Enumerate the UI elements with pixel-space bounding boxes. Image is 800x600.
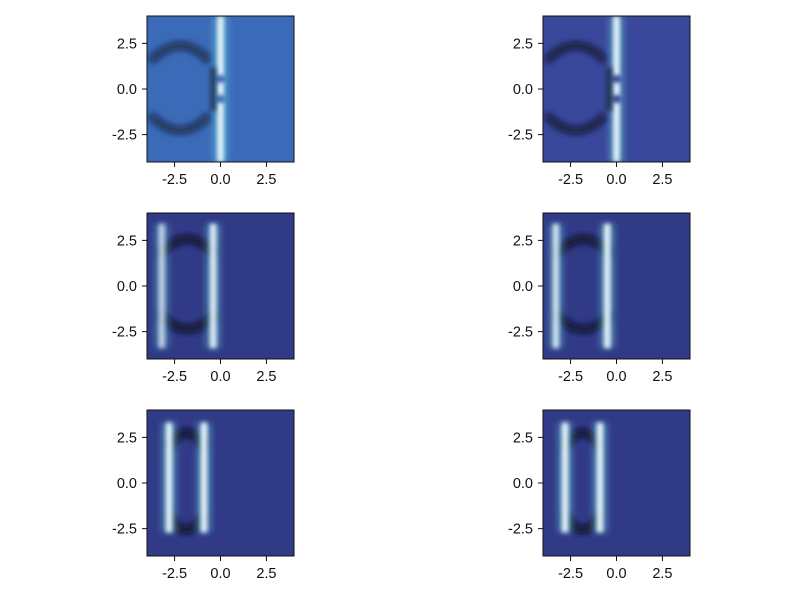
heatmap-background [147,213,294,359]
y-tick-label: -2.5 [508,128,533,144]
y-tick-label: -2.5 [112,522,137,538]
y-tick-label: 0.0 [117,476,137,492]
heatmap-band-1 [552,223,559,349]
heatmap-band-gap-1 [214,74,227,83]
y-tick-label: 2.5 [117,36,137,52]
heatmap-panel-5: -2.5 0.0 2.5 -2.5 0.0 2.5 [112,409,295,582]
heatmap-band-1 [166,422,173,533]
heatmap-dark-band-2 [606,67,613,111]
y-tick-label: 0.0 [117,82,137,98]
heatmap-band-2 [596,422,603,533]
x-tick-label: 2.5 [652,369,672,385]
y-tick-label: 2.5 [513,36,533,52]
x-tick-label: 0.0 [606,566,626,582]
heatmap-band-gap-2 [214,95,227,104]
heatmap-band-2 [604,223,611,349]
heatmap-band-2 [200,422,207,533]
heatmap-panel-1: -2.5 0.0 2.5 -2.5 0.0 2.5 [112,15,295,188]
y-tick-label: 2.5 [513,430,533,446]
y-tick-label: -2.5 [508,325,533,341]
x-tick-label: 0.0 [606,369,626,385]
y-tick-label: 2.5 [117,430,137,446]
x-tick-label: 0.0 [210,172,230,188]
heatmap-panel-3: -2.5 0.0 2.5 -2.5 0.0 2.5 [112,212,295,385]
heatmap-panel-2: -2.5 0.0 2.5 -2.5 0.0 2.5 [508,15,691,188]
x-tick-label: 0.0 [210,369,230,385]
y-tick-label: 0.0 [513,82,533,98]
heatmap-band-1 [217,16,224,162]
heatmap-arc-1 [148,42,213,64]
heatmap-arc-1 [544,42,609,64]
x-tick-label: -2.5 [162,369,187,385]
x-tick-label: 0.0 [210,566,230,582]
y-tick-label: 2.5 [513,233,533,249]
x-tick-label: 2.5 [652,566,672,582]
y-tick-label: -2.5 [112,128,137,144]
x-tick-label: 2.5 [256,369,276,385]
x-tick-label: -2.5 [162,566,187,582]
x-tick-label: -2.5 [162,172,187,188]
heatmap-band-gap-1 [610,74,623,83]
heatmap-band-gap-2 [610,95,623,104]
heatmap-band-2 [210,223,217,349]
x-tick-label: 2.5 [256,566,276,582]
x-tick-label: -2.5 [558,369,583,385]
heatmap-arc-2 [544,112,609,134]
heatmap-dark-band-2 [210,67,217,111]
heatmap-band-1 [613,16,620,162]
y-tick-label: 2.5 [117,233,137,249]
x-tick-label: 2.5 [652,172,672,188]
y-tick-label: -2.5 [112,325,137,341]
heatmap-band-1 [562,422,569,533]
heatmap-panel-4: -2.5 0.0 2.5 -2.5 0.0 2.5 [508,212,691,385]
y-tick-label: 0.0 [513,476,533,492]
x-tick-label: 2.5 [256,172,276,188]
y-tick-label: -2.5 [508,522,533,538]
heatmap-background [543,213,690,359]
x-tick-label: -2.5 [558,172,583,188]
y-tick-label: 0.0 [117,279,137,295]
x-tick-label: 0.0 [606,172,626,188]
heatmap-arc-2 [148,112,213,134]
x-tick-label: -2.5 [558,566,583,582]
heatmap-panel-6: -2.5 0.0 2.5 -2.5 0.0 2.5 [508,409,691,582]
heatmap-band-1 [158,223,165,349]
y-tick-label: 0.0 [513,279,533,295]
